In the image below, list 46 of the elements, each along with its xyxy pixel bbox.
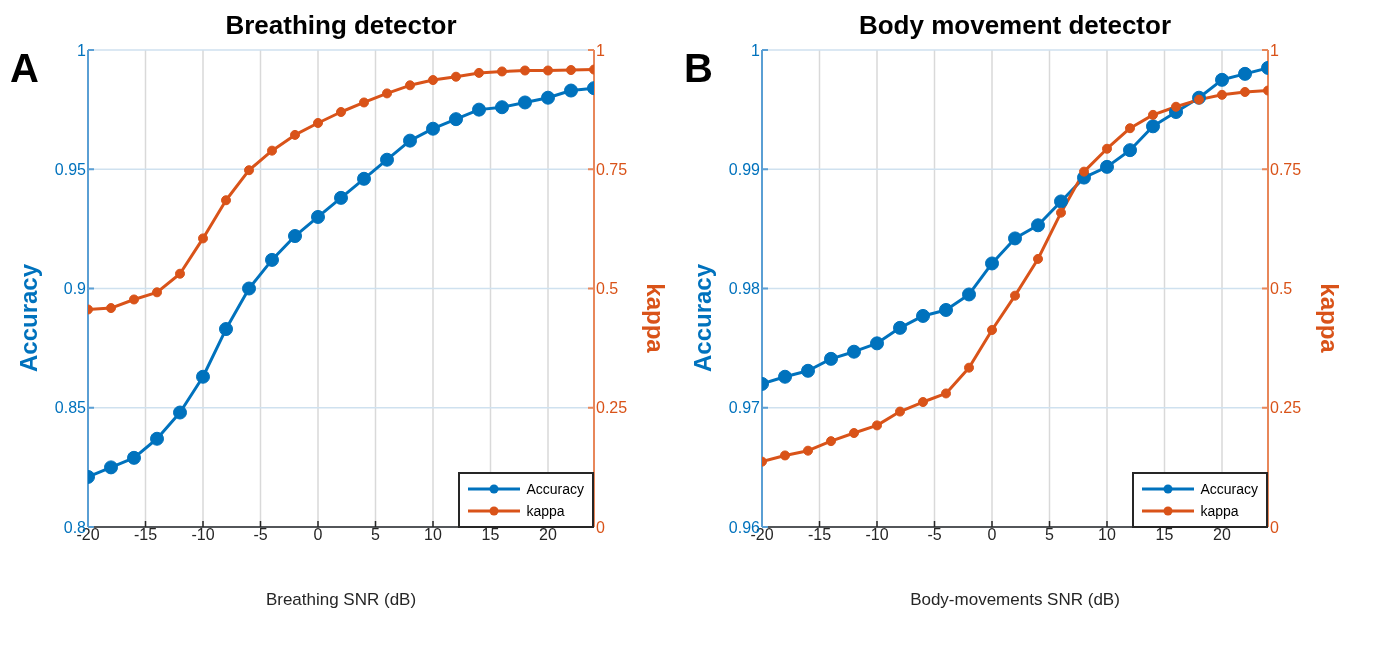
y2-tick-label: 1 [596,41,605,59]
x-tick-label: 20 [1213,526,1231,544]
x-tick-label: 10 [424,526,442,544]
legend-label: Accuracy [526,481,584,497]
y2-axis-title: kappa [1315,283,1343,353]
x-tick-label: 0 [313,526,323,544]
x-tick-label: -15 [133,526,158,544]
text: A [10,46,39,91]
y-tick-label: 1 [751,41,761,59]
x-tick-label: 10 [1098,526,1116,544]
y2-tick-label: 0.5 [1270,280,1293,298]
y2-tick-label: 0.75 [596,160,628,178]
x-tick-label: 5 [371,526,381,544]
y-tick-label: 0.9 [63,280,87,298]
x-tick-label: 5 [1045,526,1055,544]
y2-tick-label: 0.25 [596,399,628,417]
x-axis-title: Body-movements SNR (dB) [909,590,1121,610]
text: B [684,46,713,91]
y2-tick-label: 0.75 [1270,160,1302,178]
x-tick-label: 0 [987,526,997,544]
y2-axis-title: kappa [641,283,669,353]
x-tick-label: 15 [481,526,500,544]
y2-tick-label: 1 [1270,41,1279,59]
y-axis-title: Accuracy [689,263,717,373]
chart-title: Body movement detector [857,10,1173,41]
y-tick-label: 0.95 [54,160,87,178]
x-tick-label: 15 [1155,526,1174,544]
chart-title: Breathing detector [224,10,458,41]
x-tick-label: -15 [807,526,832,544]
x-tick-label: -10 [191,526,215,544]
legend-label: kappa [1200,503,1239,519]
x-tick-label: 20 [539,526,557,544]
y-tick-label: 0.99 [728,160,761,178]
y-tick-label: 0.97 [728,399,761,417]
x-axis-title: Breathing SNR (dB) [264,590,418,610]
legend-label: Accuracy [1200,481,1258,497]
y-axis-title: Accuracy [15,263,43,373]
y-tick-label: 0.85 [54,399,87,417]
y-tick-label: 1 [77,41,87,59]
y2-tick-label: 0.5 [596,280,619,298]
x-tick-label: -5 [253,526,268,544]
x-tick-label: -5 [927,526,942,544]
x-tick-label: -10 [865,526,889,544]
y-tick-label: 0.98 [728,280,761,298]
legend-label: kappa [526,503,565,519]
y2-tick-label: 0.25 [1270,399,1302,417]
